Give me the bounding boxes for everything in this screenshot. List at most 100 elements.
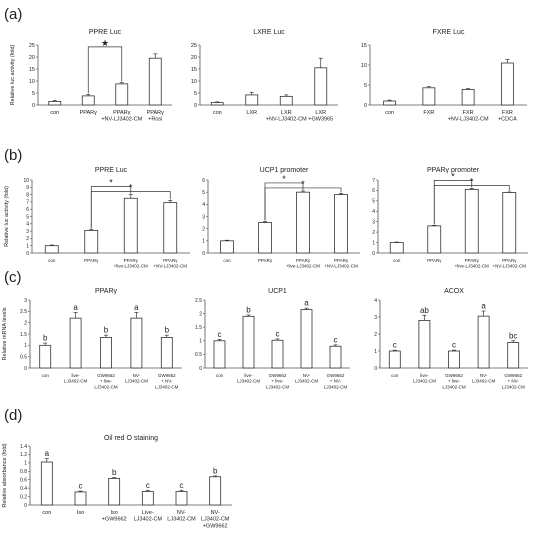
category-label: +live-LJ3402-CM [286,264,320,269]
category-label: +NV-LJ3402-CM [154,264,188,269]
bar [123,197,138,254]
y-axis-label: Relative mRNA levels [2,307,8,360]
category-label: NV- [480,373,488,378]
y-tick-label: 1.5 [195,325,202,331]
category-label: PPARγ [80,110,98,116]
y-tick-label: 10 [361,63,367,69]
significance-bracket [433,184,510,225]
bar [84,229,99,254]
bar [44,245,59,254]
category-label: +NV-LJ3402-CM [324,264,358,269]
y-tick-label: 7 [26,200,29,206]
bar [271,339,284,369]
significance-letter: c [276,329,280,338]
category-label: con [385,110,394,116]
y-tick-label: 4 [374,298,377,304]
y-tick-label: 1.4 [20,444,27,450]
chart-title: Oil red O staining [104,435,158,442]
category-label: LJ3402-CM [442,384,466,389]
significance-letter: b [104,326,109,335]
y-tick-label: 25 [29,43,35,49]
category-label: +GW9662 [102,517,127,523]
y-tick-label: 2 [199,311,202,317]
chart-title: FXRE Luc [433,29,465,36]
y-tick-label: 1 [374,349,377,355]
panel-label-b: (b) [4,147,22,164]
category-label: PPARγ [465,258,480,263]
significance-letter: a [134,303,139,312]
bar [115,83,129,106]
category-label: Live- [142,510,154,516]
bar [210,102,224,106]
y-tick-label: 8 [26,192,29,198]
y-tick-label: 0 [199,366,202,372]
y-tick-label: 0.2 [20,494,27,500]
y-tick-label: 3 [202,214,205,220]
significance-letter: c [180,481,184,490]
significance-letter: b [112,468,117,477]
category-label: + live- [100,379,113,384]
bar [477,315,490,369]
category-label: LJ3402-CM [201,517,230,523]
significance-star: * [109,178,113,188]
category-label: + NV- [508,379,520,384]
category-label: LJ3402-CM [295,379,319,384]
chart-title: UCP1 [268,288,287,295]
y-tick-label: 1 [372,240,375,246]
significance-letter: c [452,341,456,350]
y-tick-label: 0 [202,251,205,257]
category-label: +GW9662 [203,523,228,529]
category-label: +live-LJ3402-CM [114,264,148,269]
significance-letter: ab [420,306,429,315]
y-tick-label: 15 [29,67,35,73]
y-tick-label: 0 [374,366,377,372]
y-tick-label: 7 [372,178,375,184]
y-tick-label: 0 [364,103,367,109]
significance-letter: b [213,466,218,475]
category-label: con [213,110,222,116]
bar [388,350,401,369]
chart-c1: PPARγ Relative mRNA levels 0 0.5 1 1.5 2 2.5 3 b c… [2,288,182,389]
y-tick-label: 2.5 [195,298,202,304]
category-label: FXR [423,110,434,116]
significance-letter: a [481,302,486,311]
y-tick-label: 9 [26,185,29,191]
bar [242,315,255,369]
y-tick-label: 1.2 [20,452,27,458]
y-tick-label: 5 [372,199,375,205]
bar [461,89,475,106]
bar [220,240,234,254]
chart-title: PPARγ [95,288,118,295]
category-label: NV- [211,510,220,516]
bar [245,94,259,106]
significance-letter: a [73,303,78,312]
y-tick-label: 0 [24,503,27,509]
category-label: con [391,373,399,378]
bar [422,87,436,106]
category-label: LJ3402-CM [167,517,196,523]
category-label: LXR [315,110,326,116]
category-label: +NV-LJ3402-CM [101,117,142,123]
category-label: LJ3402-CM [134,517,163,523]
y-tick-label: 3 [24,298,27,304]
category-label: NV- [133,373,141,378]
category-label: live- [244,373,253,378]
chart-d1: Oil red O staining Relative absorbance (f… [2,435,232,529]
significance-letter: c [79,482,83,491]
y-axis-label: Relative luc activity (fold) [10,44,16,105]
bar [163,202,178,254]
significance-bracket [264,187,342,221]
chart-title: UCP1 promoter [260,167,309,174]
significance-letter: c [334,335,338,344]
y-tick-label: 5 [194,91,197,97]
category-label: GW9662 [97,373,115,378]
y-tick-label: 15 [191,67,197,73]
category-label: GW9662 [504,373,522,378]
y-tick-label: 1 [26,243,29,249]
chart-title: PPARγ promoter [427,167,480,174]
y-tick-label: 2 [26,236,29,242]
bar [148,57,162,106]
bar [258,222,272,254]
